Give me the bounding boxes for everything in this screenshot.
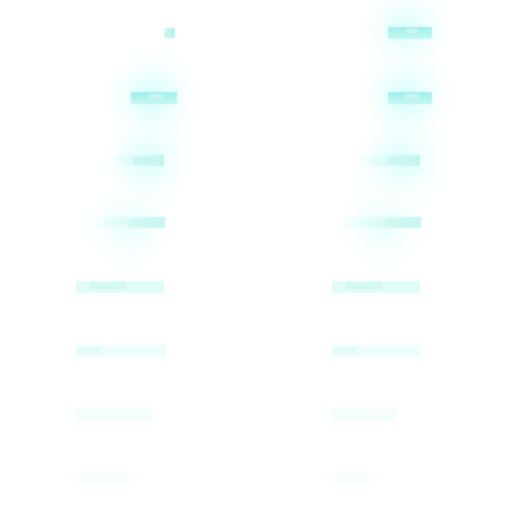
right-mark-row-5-highlight [346, 283, 382, 289]
right-cell-row-8 [256, 448, 512, 512]
right-cell-row-1 [256, 0, 512, 64]
left-cell-row-7 [0, 384, 256, 448]
left-cell-row-1 [0, 0, 256, 64]
left-mark-row-3-highlight [133, 157, 161, 164]
right-column [256, 0, 512, 512]
right-mark-row-4 [336, 217, 421, 228]
right-mark-row-8 [332, 473, 372, 483]
right-cell-row-5 [256, 256, 512, 320]
left-cell-row-2 [0, 62, 256, 132]
right-cell-row-4 [256, 192, 512, 256]
left-cell-row-6 [0, 320, 256, 384]
right-mark-row-4-highlight [386, 220, 419, 226]
left-cell-row-4 [0, 192, 256, 256]
left-mark-row-7 [76, 409, 152, 421]
left-mark-row-8 [76, 473, 134, 483]
right-cell-row-7 [256, 384, 512, 448]
right-mark-row-3-highlight [389, 157, 417, 164]
left-column [0, 0, 256, 512]
left-mark-row-6-highlight [78, 347, 100, 353]
right-mark-row-2-highlight [406, 94, 418, 99]
right-mark-row-3 [356, 155, 420, 166]
right-mark-row-6-highlight [334, 347, 356, 353]
left-mark-row-1-highlight [165, 28, 171, 38]
left-mark-row-2-highlight [150, 94, 162, 99]
right-mark-row-7 [332, 409, 396, 421]
left-cell-row-8 [0, 448, 256, 512]
left-cell-row-5 [0, 256, 256, 320]
left-mark-row-4 [87, 217, 165, 228]
right-cell-row-6 [256, 320, 512, 384]
right-cell-row-2 [256, 62, 512, 132]
left-mark-row-5-highlight [90, 283, 126, 289]
left-mark-row-4-highlight [130, 220, 163, 226]
left-cell-row-3 [0, 128, 256, 194]
right-mark-row-1-highlight [406, 29, 418, 34]
right-cell-row-3 [256, 128, 512, 194]
